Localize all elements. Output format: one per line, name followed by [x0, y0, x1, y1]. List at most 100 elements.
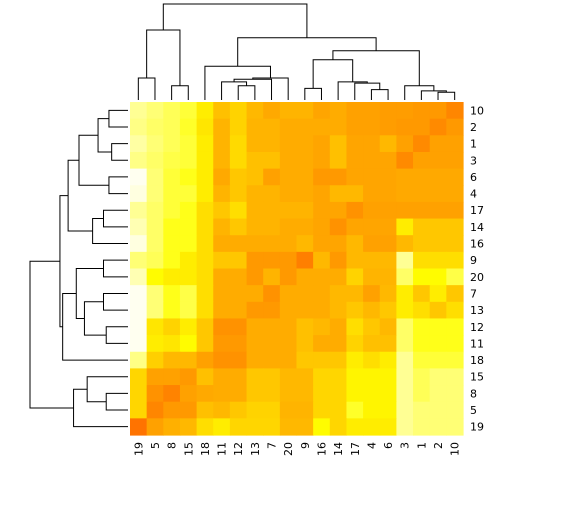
column-label: 13: [249, 442, 262, 456]
column-label: 19: [132, 442, 145, 456]
column-label: 20: [282, 442, 295, 456]
column-label: 16: [315, 442, 328, 456]
heatmap-cell: [363, 285, 381, 303]
heatmap-cell: [130, 351, 148, 369]
heatmap-cell: [446, 368, 464, 386]
heatmap-cell: [229, 135, 248, 153]
heatmap-cell: [229, 285, 248, 303]
heatmap-cell: [246, 151, 264, 170]
heatmap-cell: [263, 368, 281, 386]
heatmap-cell: [446, 351, 464, 369]
heatmap-cell: [163, 102, 181, 120]
heatmap-cell: [396, 168, 414, 186]
heatmap-cell: [279, 335, 298, 353]
heatmap-cell: [279, 168, 298, 186]
heatmap-cell: [196, 151, 214, 170]
heatmap-cell: [196, 268, 214, 286]
row-label: 1: [470, 138, 477, 151]
heatmap-cell: [246, 301, 264, 320]
heatmap-cell: [329, 218, 348, 236]
heatmap-cell: [130, 318, 148, 336]
heatmap-cell: [396, 418, 414, 436]
dendrogram-branch: [97, 118, 112, 153]
heatmap-cell: [313, 318, 331, 336]
heatmap-cell: [263, 168, 281, 186]
heatmap-cell: [413, 351, 431, 369]
heatmap-cell: [296, 201, 314, 220]
heatmap-cell: [413, 301, 431, 320]
heatmap-cell: [413, 268, 431, 286]
heatmap-cell: [229, 102, 248, 120]
heatmap-cell: [213, 385, 231, 403]
heatmap-cell: [346, 301, 364, 320]
heatmap-cell: [413, 418, 431, 436]
heatmap-cell: [246, 185, 264, 203]
heatmap-cell: [179, 318, 198, 336]
heatmap-cell: [196, 285, 214, 303]
heatmap-cell: [179, 401, 198, 419]
heatmap-cell: [229, 351, 248, 369]
heatmap-cell: [346, 418, 364, 436]
heatmap-cell: [196, 185, 214, 203]
heatmap-cell: [130, 251, 148, 270]
dendrogram-branch: [29, 260, 74, 409]
heatmap-cell: [246, 368, 264, 386]
column-label: 14: [332, 442, 345, 456]
heatmap-cell: [396, 102, 414, 120]
heatmap-cell: [363, 185, 381, 203]
heatmap-cell: [296, 118, 314, 136]
heatmap-cell: [213, 251, 231, 270]
heatmap-cell: [313, 285, 331, 303]
heatmap-cell: [396, 268, 414, 286]
heatmap-cell: [379, 335, 397, 353]
dendrogram-branch: [75, 268, 104, 319]
heatmap-cell: [213, 401, 231, 419]
heatmap-cell: [429, 218, 447, 236]
heatmap-cell: [263, 401, 281, 419]
heatmap-cell: [429, 185, 447, 203]
heatmap-cell: [363, 385, 381, 403]
heatmap-cell: [263, 201, 281, 220]
dendrogram-branch: [105, 392, 128, 411]
heatmap-cell: [196, 301, 214, 320]
heatmap-cell: [163, 368, 181, 386]
heatmap-cell: [329, 102, 348, 120]
dendrogram-branch: [221, 81, 248, 100]
row-label: 5: [470, 404, 477, 417]
heatmap-cell: [363, 268, 381, 286]
heatmap-cell: [429, 102, 447, 120]
heatmap-cell: [296, 368, 314, 386]
heatmap-cell: [413, 151, 431, 170]
heatmap-cell: [179, 368, 198, 386]
heatmap-cell: [146, 385, 164, 403]
heatmap-cell: [213, 368, 231, 386]
heatmap-cell: [313, 401, 331, 419]
heatmap-cell: [130, 118, 148, 136]
heatmap-cell: [429, 168, 447, 186]
dendrogram-branch: [108, 176, 128, 195]
heatmap-cell: [130, 218, 148, 236]
heatmap-cell: [130, 335, 148, 353]
heatmap-cell: [130, 418, 148, 436]
row-label: 20: [470, 271, 484, 284]
heatmap-cell: [446, 151, 464, 170]
heatmap-cell: [379, 385, 397, 403]
heatmap-cell: [196, 168, 214, 186]
dendrogram-branch: [233, 78, 273, 100]
heatmap-cell: [130, 401, 148, 419]
heatmap-cell: [329, 418, 348, 436]
heatmap-cell: [396, 335, 414, 353]
dendrogram-branch: [67, 159, 93, 232]
heatmap-cell: [329, 168, 348, 186]
heatmap-cell: [379, 102, 397, 120]
heatmap-cell: [279, 285, 298, 303]
heatmap-cell: [263, 301, 281, 320]
heatmap-cell: [246, 351, 264, 369]
heatmap-cell: [413, 218, 431, 236]
heatmap-cell: [229, 418, 248, 436]
heatmap-cell: [446, 318, 464, 336]
heatmap-cell: [329, 185, 348, 203]
row-label: 8: [470, 387, 477, 400]
heatmap-cell: [413, 235, 431, 253]
heatmap-cell: [229, 168, 248, 186]
